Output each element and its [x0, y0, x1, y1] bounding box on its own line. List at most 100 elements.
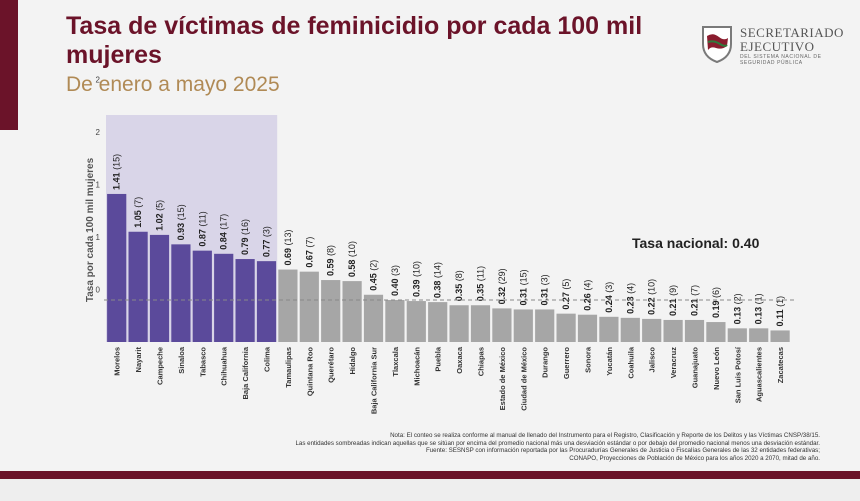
data-label: 0.13 (1)	[754, 293, 764, 324]
y-tick-label: 2	[96, 128, 101, 137]
bar	[492, 308, 512, 342]
chart-subtitle: De enero a mayo 2025	[66, 73, 280, 96]
bar	[128, 231, 148, 342]
bar	[321, 280, 341, 342]
bar	[577, 314, 598, 342]
x-tick-label: Morelos	[113, 347, 122, 376]
data-label: 0.40 (3)	[390, 265, 400, 296]
data-label: 0.23 (4)	[625, 283, 635, 314]
x-tick-label: Tlaxcala	[391, 346, 400, 376]
sesnsp-logo: SECRETARIADO EJECUTIVO DEL SISTEMA NACIO…	[700, 24, 850, 74]
data-label: 0.19 (6)	[711, 287, 721, 318]
data-label: 0.32 (29)	[497, 268, 507, 304]
data-label: 0.21 (7)	[690, 285, 700, 316]
data-label: 0.24 (3)	[604, 282, 614, 313]
x-tick-label: Jalisco	[648, 347, 657, 373]
x-tick-label: San Luis Potosí	[733, 346, 742, 403]
data-label: 0.59 (8)	[326, 245, 336, 276]
bar-chart: 0 1 1 2 2 Tasa por cada 100 mil mujeres 1.41 (…	[85, 76, 795, 414]
data-label: 0.87 (11)	[197, 211, 207, 246]
x-tick-label: Guanajuato	[691, 347, 700, 389]
x-tick-label: Baja California Sur	[370, 347, 379, 414]
bar	[299, 271, 319, 342]
x-tick-label: Colima	[263, 346, 272, 372]
bar	[406, 301, 426, 342]
x-tick-label: Quintana Roo	[305, 347, 314, 397]
data-label: 0.11 (1)	[775, 296, 785, 327]
x-tick-label: Campeche	[156, 347, 165, 385]
bar	[107, 193, 127, 342]
data-label: 0.27 (5)	[561, 279, 571, 310]
x-tick-label: Zacatecas	[776, 347, 785, 383]
data-label: 0.31 (15)	[518, 269, 528, 305]
data-label: 0.35 (8)	[454, 270, 464, 301]
bar	[171, 244, 191, 342]
x-tick-label: Querétaro	[327, 347, 336, 383]
footer	[0, 479, 860, 501]
x-tick-label: Tamaulipas	[284, 347, 293, 388]
left-accent-bar	[0, 0, 18, 130]
bar	[278, 269, 298, 342]
bar	[535, 309, 555, 342]
bar	[663, 319, 683, 342]
national-rate-label: Tasa nacional: 0.40	[632, 235, 760, 251]
y-tick-label: 1	[96, 233, 101, 242]
x-tick-label: Yucatán	[605, 347, 614, 376]
x-tick-label: Baja California	[241, 346, 250, 399]
bar	[235, 259, 255, 342]
bar	[342, 281, 362, 342]
data-label: 0.77 (3)	[262, 226, 272, 257]
x-tick-label: Veracruz	[669, 347, 678, 379]
bar	[749, 328, 769, 342]
x-tick-label: Tabasco	[198, 347, 207, 377]
logo-line-2: EJECUTIVO	[740, 39, 815, 54]
bar	[385, 300, 405, 342]
data-label: 0.58 (10)	[347, 241, 357, 277]
bar	[706, 322, 726, 342]
bar	[149, 234, 170, 342]
bar	[256, 261, 277, 342]
bar	[770, 330, 790, 342]
y-tick-label: 0	[96, 286, 101, 295]
bar	[727, 328, 747, 342]
x-tick-label: Chihuahua	[220, 346, 229, 386]
data-label: 0.69 (13)	[283, 230, 293, 266]
note-line: Nota: El conteo se realiza conforme al m…	[390, 432, 820, 439]
x-tick-label: Nuevo León	[712, 347, 721, 390]
data-label: 0.13 (2)	[732, 293, 742, 324]
data-label: 0.31 (3)	[540, 274, 550, 305]
y-axis-label: Tasa por cada 100 mil mujeres	[85, 157, 96, 302]
chart-title: Tasa de víctimas de feminicidio por cada…	[66, 12, 643, 69]
x-tick-label: Nayarit	[134, 347, 143, 373]
data-label: 1.05 (7)	[133, 197, 143, 228]
x-tick-label: Sinaloa	[177, 346, 186, 374]
x-tick-label: Chiapas	[477, 347, 486, 376]
data-label: 1.41 (15)	[112, 154, 122, 190]
data-label: 0.67 (7)	[304, 237, 314, 268]
data-label: 0.26 (4)	[583, 280, 593, 311]
x-tick-label: Durango	[541, 347, 550, 378]
bar	[363, 294, 384, 342]
x-tick-label: Guerrero	[562, 347, 571, 380]
bar	[642, 318, 662, 342]
x-tick-label: Ciudad de México	[519, 347, 528, 411]
data-label: 0.22 (10)	[647, 279, 657, 315]
bar	[599, 316, 619, 342]
note-line: Las entidades sombreadas indican aquella…	[295, 439, 820, 447]
x-tick-label: Coahuila	[626, 346, 635, 378]
bar	[428, 302, 448, 342]
bar	[192, 250, 212, 342]
x-tick-label: Michoacán	[412, 347, 421, 386]
chart-notes: Nota: El conteo se realiza conforme al m…	[60, 432, 820, 462]
y-tick-label: 1	[96, 181, 101, 190]
bar	[513, 309, 533, 342]
logo-line-1: SECRETARIADO	[740, 25, 844, 40]
data-label: 1.02 (5)	[155, 200, 165, 231]
emblem-icon	[702, 26, 732, 64]
bar	[449, 305, 469, 342]
logo-line-3: DEL SISTEMA NACIONAL DE SEGURIDAD PÚBLIC…	[740, 54, 822, 66]
data-label: 0.84 (17)	[219, 214, 229, 250]
y-tick-label: 2	[96, 76, 101, 85]
bar	[556, 313, 576, 342]
bar	[214, 253, 234, 342]
